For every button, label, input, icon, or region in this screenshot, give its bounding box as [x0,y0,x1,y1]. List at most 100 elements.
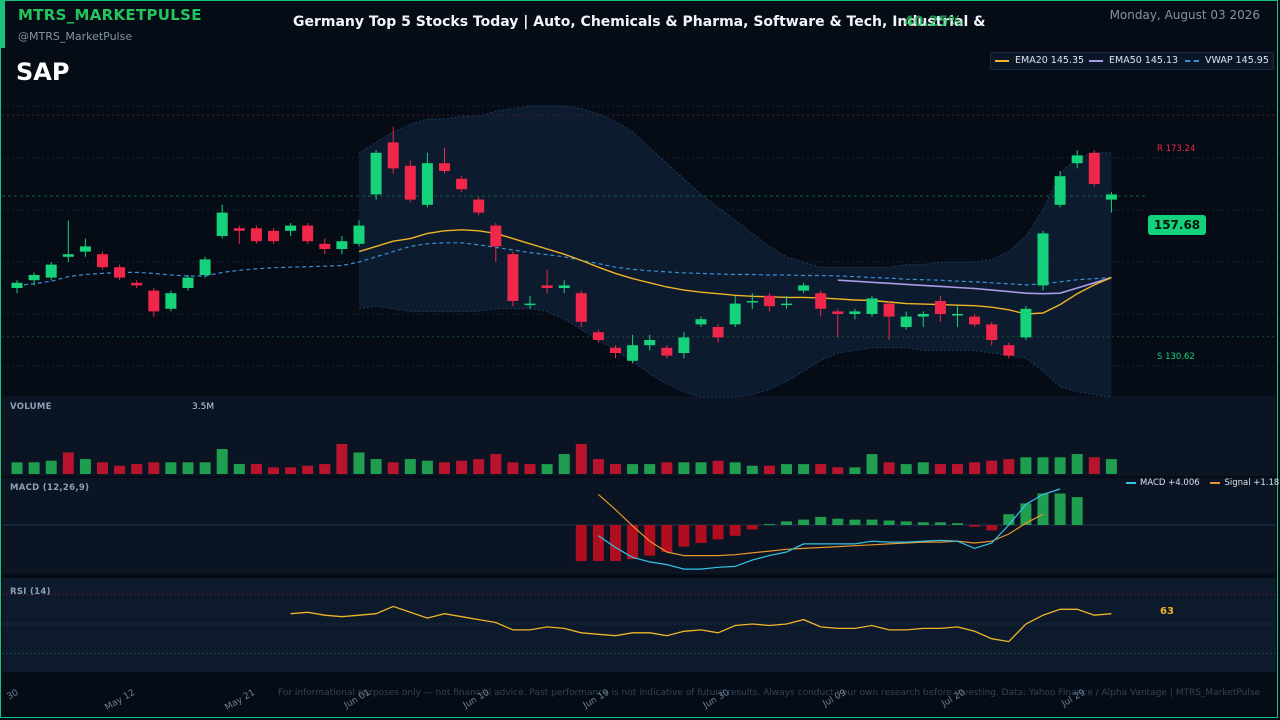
legend-ema20: EMA20 145.35 [995,55,1084,66]
volume-bar [986,460,998,474]
volume-bar [233,463,245,474]
macd-histogram-bar [1054,493,1066,525]
volume-bar [456,460,468,474]
volume-bar [319,464,331,474]
candle-body [336,241,348,249]
candle-body [952,314,963,316]
candle-body [1054,176,1066,205]
macd-histogram-bar [627,525,639,560]
legend-ema50-label: EMA50 145.13 [1109,55,1179,66]
candle-body [97,254,108,268]
candle-body [1105,194,1117,200]
candle-body [421,163,433,205]
volume-bar [644,464,656,474]
volume-bar [712,460,724,474]
volume-bar [729,462,741,474]
candle-body [798,285,810,291]
legend-vwap-label: VWAP 145.95 [1205,55,1269,66]
macd-histogram-bar [1003,514,1015,525]
volume-bar [1003,459,1015,474]
macd-histogram-bar [900,521,912,525]
macd-histogram-bar [1071,497,1083,525]
signal-legend-item: Signal +1.188 [1210,478,1280,488]
volume-bar [849,467,861,474]
legend-ema20-swatch [995,59,1009,62]
candle-body [558,285,570,288]
candle-body [45,264,57,278]
volume-bar [832,467,844,474]
volume-bar [182,462,194,474]
volume-bar [421,460,433,474]
candle-body [268,230,279,242]
legend-ema20-label: EMA20 145.35 [1015,55,1085,66]
volume-bar [746,465,758,474]
candle-body [370,152,382,195]
candle-body [695,319,707,325]
candle-body [439,163,450,171]
volume-bar [1020,457,1032,474]
volume-bar [678,462,690,474]
volume-bar [353,452,365,474]
candle-body [1037,233,1049,286]
volume-bar [268,467,279,474]
macd-legend-item: MACD +4.006 [1126,478,1200,488]
accent-bar [0,0,5,48]
volume-bar [524,464,536,474]
candle-body [934,301,946,314]
volume-bar [131,464,143,474]
volume-bar [969,462,981,474]
volume-bar [883,462,895,474]
candle-body [866,298,878,314]
rsi-panel-bg [2,578,1276,672]
volume-bar [11,462,23,474]
vwap-line [16,242,1112,286]
legend-ema50-swatch [1089,59,1103,62]
volume-bar [302,465,314,474]
date-label: Monday, August 03 2026 [1109,8,1260,22]
candle-body [575,293,587,322]
volume-bar [62,452,74,474]
volume-bar [370,459,382,474]
macd-histogram-bar [849,519,861,525]
macd-histogram-bar [661,525,673,552]
macd-histogram-bar [969,525,981,527]
macd-histogram-bar [832,518,844,525]
volume-max-label: 3.5M [192,402,215,412]
legend-vwap: VWAP 145.95 [1185,55,1269,66]
candle-body [131,282,143,286]
macd-legend-label: MACD +4.006 [1140,478,1200,488]
macd-histogram-bar [781,521,792,525]
candle-body [319,243,331,249]
volume-bar [1071,454,1083,474]
legend-ema50: EMA50 145.13 [1089,55,1178,66]
brand-handle: @MTRS_MarketPulse [18,30,133,43]
macd-histogram-bar [952,523,963,525]
candle-body [62,254,74,257]
macd-histogram-bar [866,519,878,525]
volume-bar [798,464,810,474]
volume-bar [79,459,91,474]
candle-body [182,277,194,288]
bollinger-upper-line [358,105,1112,268]
ema20-line [358,229,1112,315]
macd-swatch [1126,481,1136,484]
candle-body [610,347,621,353]
volume-bar [900,464,912,474]
candle-body [986,324,998,340]
volume-bar [934,464,946,474]
candle-body [729,303,741,325]
volume-panel-label: VOLUME [10,402,52,412]
candle-body [661,347,673,356]
candle-body [1088,152,1100,184]
volume-bar [781,464,792,474]
candle-body [79,246,91,252]
volume-bar [439,462,450,474]
volume-bar [558,454,570,474]
volume-bar [1054,457,1066,474]
volume-bar [199,462,211,474]
volume-bar [575,444,587,474]
candle-body [524,303,536,306]
macd-histogram-bar [592,525,604,561]
indicator-legend: EMA20 145.35 EMA50 145.13 VWAP 145.95 [990,52,1274,70]
